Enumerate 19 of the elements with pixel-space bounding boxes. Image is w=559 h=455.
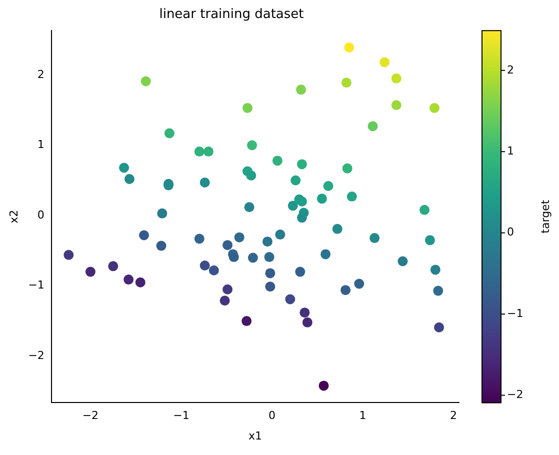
- color-bar-label: −2: [507, 388, 524, 402]
- color-bar-title: target: [538, 199, 552, 234]
- y-axis-title: x2: [7, 210, 20, 224]
- x-axis-title: x1: [248, 429, 262, 442]
- color-bar-label: 1: [507, 144, 514, 158]
- color-bar-label: −1: [507, 306, 524, 320]
- y-tick-label: −1: [28, 278, 44, 292]
- x-tick-label: −1: [173, 409, 190, 422]
- x-tick-label: −2: [82, 409, 99, 422]
- color-bar-label: 0: [507, 226, 514, 239]
- chart-title: linear training dataset: [159, 7, 304, 22]
- color-bar-label: 2: [507, 63, 514, 76]
- y-tick-label: 1: [37, 138, 44, 152]
- y-tick-label: 0: [37, 208, 44, 222]
- x-tick-label: 2: [450, 409, 458, 422]
- y-tick-label: −2: [28, 349, 44, 362]
- x-tick-label: 0: [268, 409, 276, 422]
- x-tick-label: 1: [359, 409, 366, 422]
- y-tick-label: 2: [37, 68, 44, 81]
